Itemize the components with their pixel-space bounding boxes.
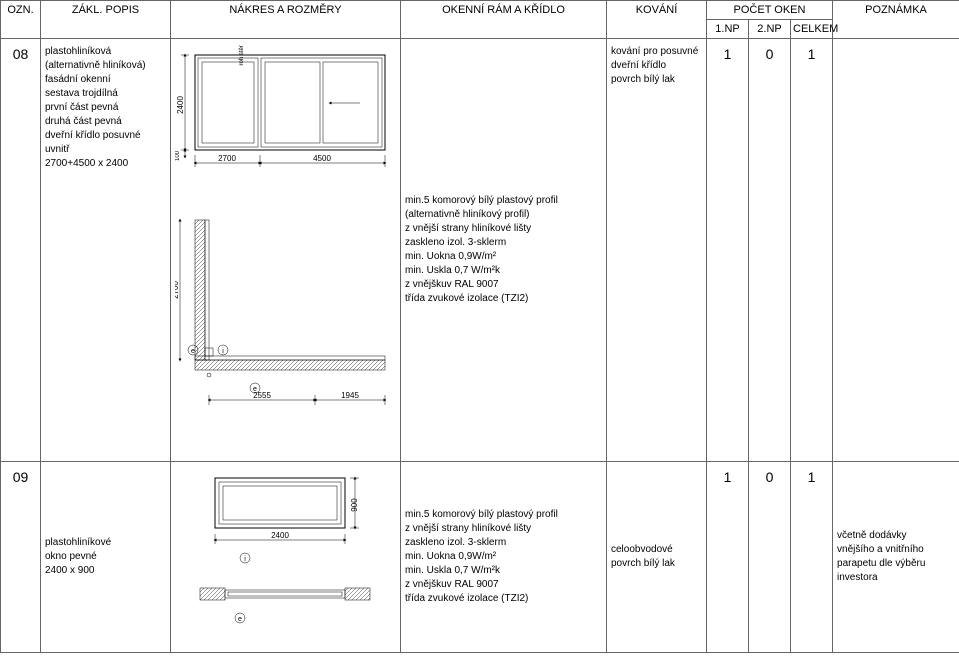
desc-line: z vnější strany hliníkové lišty (405, 522, 602, 535)
dim-label: roh stěna (239, 45, 245, 66)
hdr-celkem: CELKEM (791, 20, 833, 39)
hdr-ozn: OZN. (1, 1, 41, 39)
desc-line: parapetu dle výběru (837, 557, 955, 570)
desc-line: (alternativně hliníková) (45, 59, 166, 72)
popis-08: plastohliníková (alternativně hliníková)… (41, 39, 171, 462)
desc-line: min. Uskla 0,7 W/m²k (405, 564, 602, 577)
desc-line: min.5 komorový bílý plastový profil (405, 508, 602, 521)
desc-line: min. Uskla 0,7 W/m²k (405, 264, 602, 277)
desc-line: kování pro posuvné (611, 45, 702, 58)
desc-line: z vnější strany hliníkové lišty (405, 222, 602, 235)
pozn-09: včetně dodávky vnějšího a vnitřního para… (833, 462, 959, 653)
desc-line: povrch bílý lak (611, 557, 702, 570)
desc-line: min. Uokna 0,9W/m² (405, 550, 602, 563)
dim-label: 100 (175, 150, 181, 161)
celkem-08: 1 (791, 39, 833, 462)
dim-label: 4500 (313, 154, 331, 163)
marker-e: e (191, 348, 195, 355)
desc-line: z vnějškuv RAL 9007 (405, 278, 602, 291)
table-row: 08 plastohliníková (alternativně hliníko… (1, 39, 959, 462)
hdr-popis: ZÁKL. POPIS (41, 1, 171, 39)
page: OZN. ZÁKL. POPIS NÁKRES A ROZMĚRY OKENNÍ… (0, 0, 959, 666)
np2-08: 0 (749, 39, 791, 462)
marker-i: i (222, 348, 224, 355)
desc-line: celoobvodové (611, 543, 702, 556)
pozn-08 (833, 39, 959, 462)
desc-line: uvnitř (45, 143, 166, 156)
dim-label: 900 (350, 498, 359, 512)
dim-label: 1945 (341, 391, 359, 400)
dim-label: 2700 (218, 154, 236, 163)
desc-line: 2400 x 900 (45, 564, 166, 577)
nakres-09: 2400 900 i (171, 462, 401, 653)
desc-line: první část pevná (45, 101, 166, 114)
np1-09: 1 (707, 462, 749, 653)
desc-line: sestava trojdílná (45, 87, 166, 100)
desc-line: včetně dodávky (837, 529, 955, 542)
desc-line: investora (837, 571, 955, 584)
hdr-kovani: KOVÁNÍ (607, 1, 707, 39)
hdr-np1: 1.NP (707, 20, 749, 39)
desc-line: fasádní okenní (45, 73, 166, 86)
desc-line: zaskleno izol. 3-sklerm (405, 536, 602, 549)
desc-line: dveřní křídlo posuvné (45, 129, 166, 142)
marker-e: e (238, 616, 242, 623)
dim-label: 2700 (175, 281, 180, 299)
desc-line: dveřní křídlo (611, 59, 702, 72)
desc-line: plastohliníkové (45, 536, 166, 549)
desc-line: okno pevné (45, 550, 166, 563)
desc-line: min. Uokna 0,9W/m² (405, 250, 602, 263)
drawing-09: 2400 900 i (175, 468, 395, 646)
hdr-pozn: POZNÁMKA (833, 1, 959, 39)
desc-line: zaskleno izol. 3-sklerm (405, 236, 602, 249)
marker-i: i (244, 556, 246, 563)
kovani-08: kování pro posuvné dveřní křídlo povrch … (607, 39, 707, 462)
desc-line: plastohliníková (45, 45, 166, 58)
dim-label: 2400 (176, 96, 185, 114)
np1-08: 1 (707, 39, 749, 462)
spec-table: OZN. ZÁKL. POPIS NÁKRES A ROZMĚRY OKENNÍ… (0, 0, 959, 653)
hdr-ram: OKENNÍ RÁM A KŘÍDLO (401, 1, 607, 39)
dim-label: 2400 (271, 531, 289, 540)
dim-label: 2555 (253, 391, 271, 400)
desc-line: 2700+4500 x 2400 (45, 157, 166, 170)
ozn-09: 09 (1, 462, 41, 653)
desc-line: min.5 komorový bílý plastový profil (405, 194, 602, 207)
celkem-09: 1 (791, 462, 833, 653)
desc-line: z vnějškuv RAL 9007 (405, 578, 602, 591)
desc-line: třída zvukové izolace (TZI2) (405, 592, 602, 605)
desc-line: třída zvukové izolace (TZI2) (405, 292, 602, 305)
hdr-nakres: NÁKRES A ROZMĚRY (171, 1, 401, 39)
drawing-08: 2700 4500 2400 100 roh stěna (175, 45, 395, 455)
ram-08: min.5 komorový bílý plastový profil (alt… (401, 39, 607, 462)
np2-09: 0 (749, 462, 791, 653)
ozn-08: 08 (1, 39, 41, 462)
kovani-09: celoobvodové povrch bílý lak (607, 462, 707, 653)
ram-09: min.5 komorový bílý plastový profil z vn… (401, 462, 607, 653)
desc-line: povrch bílý lak (611, 73, 702, 86)
hdr-pocet: POČET OKEN (707, 1, 833, 20)
nakres-08: 2700 4500 2400 100 roh stěna (171, 39, 401, 462)
popis-09: plastohliníkové okno pevné 2400 x 900 (41, 462, 171, 653)
desc-line: vnějšího a vnitřního (837, 543, 955, 556)
desc-line: druhá část pevná (45, 115, 166, 128)
hdr-np2: 2.NP (749, 20, 791, 39)
desc-line: (alternativně hliníkový profil) (405, 208, 602, 221)
table-row: 09 plastohliníkové okno pevné 2400 x 900 (1, 462, 959, 653)
